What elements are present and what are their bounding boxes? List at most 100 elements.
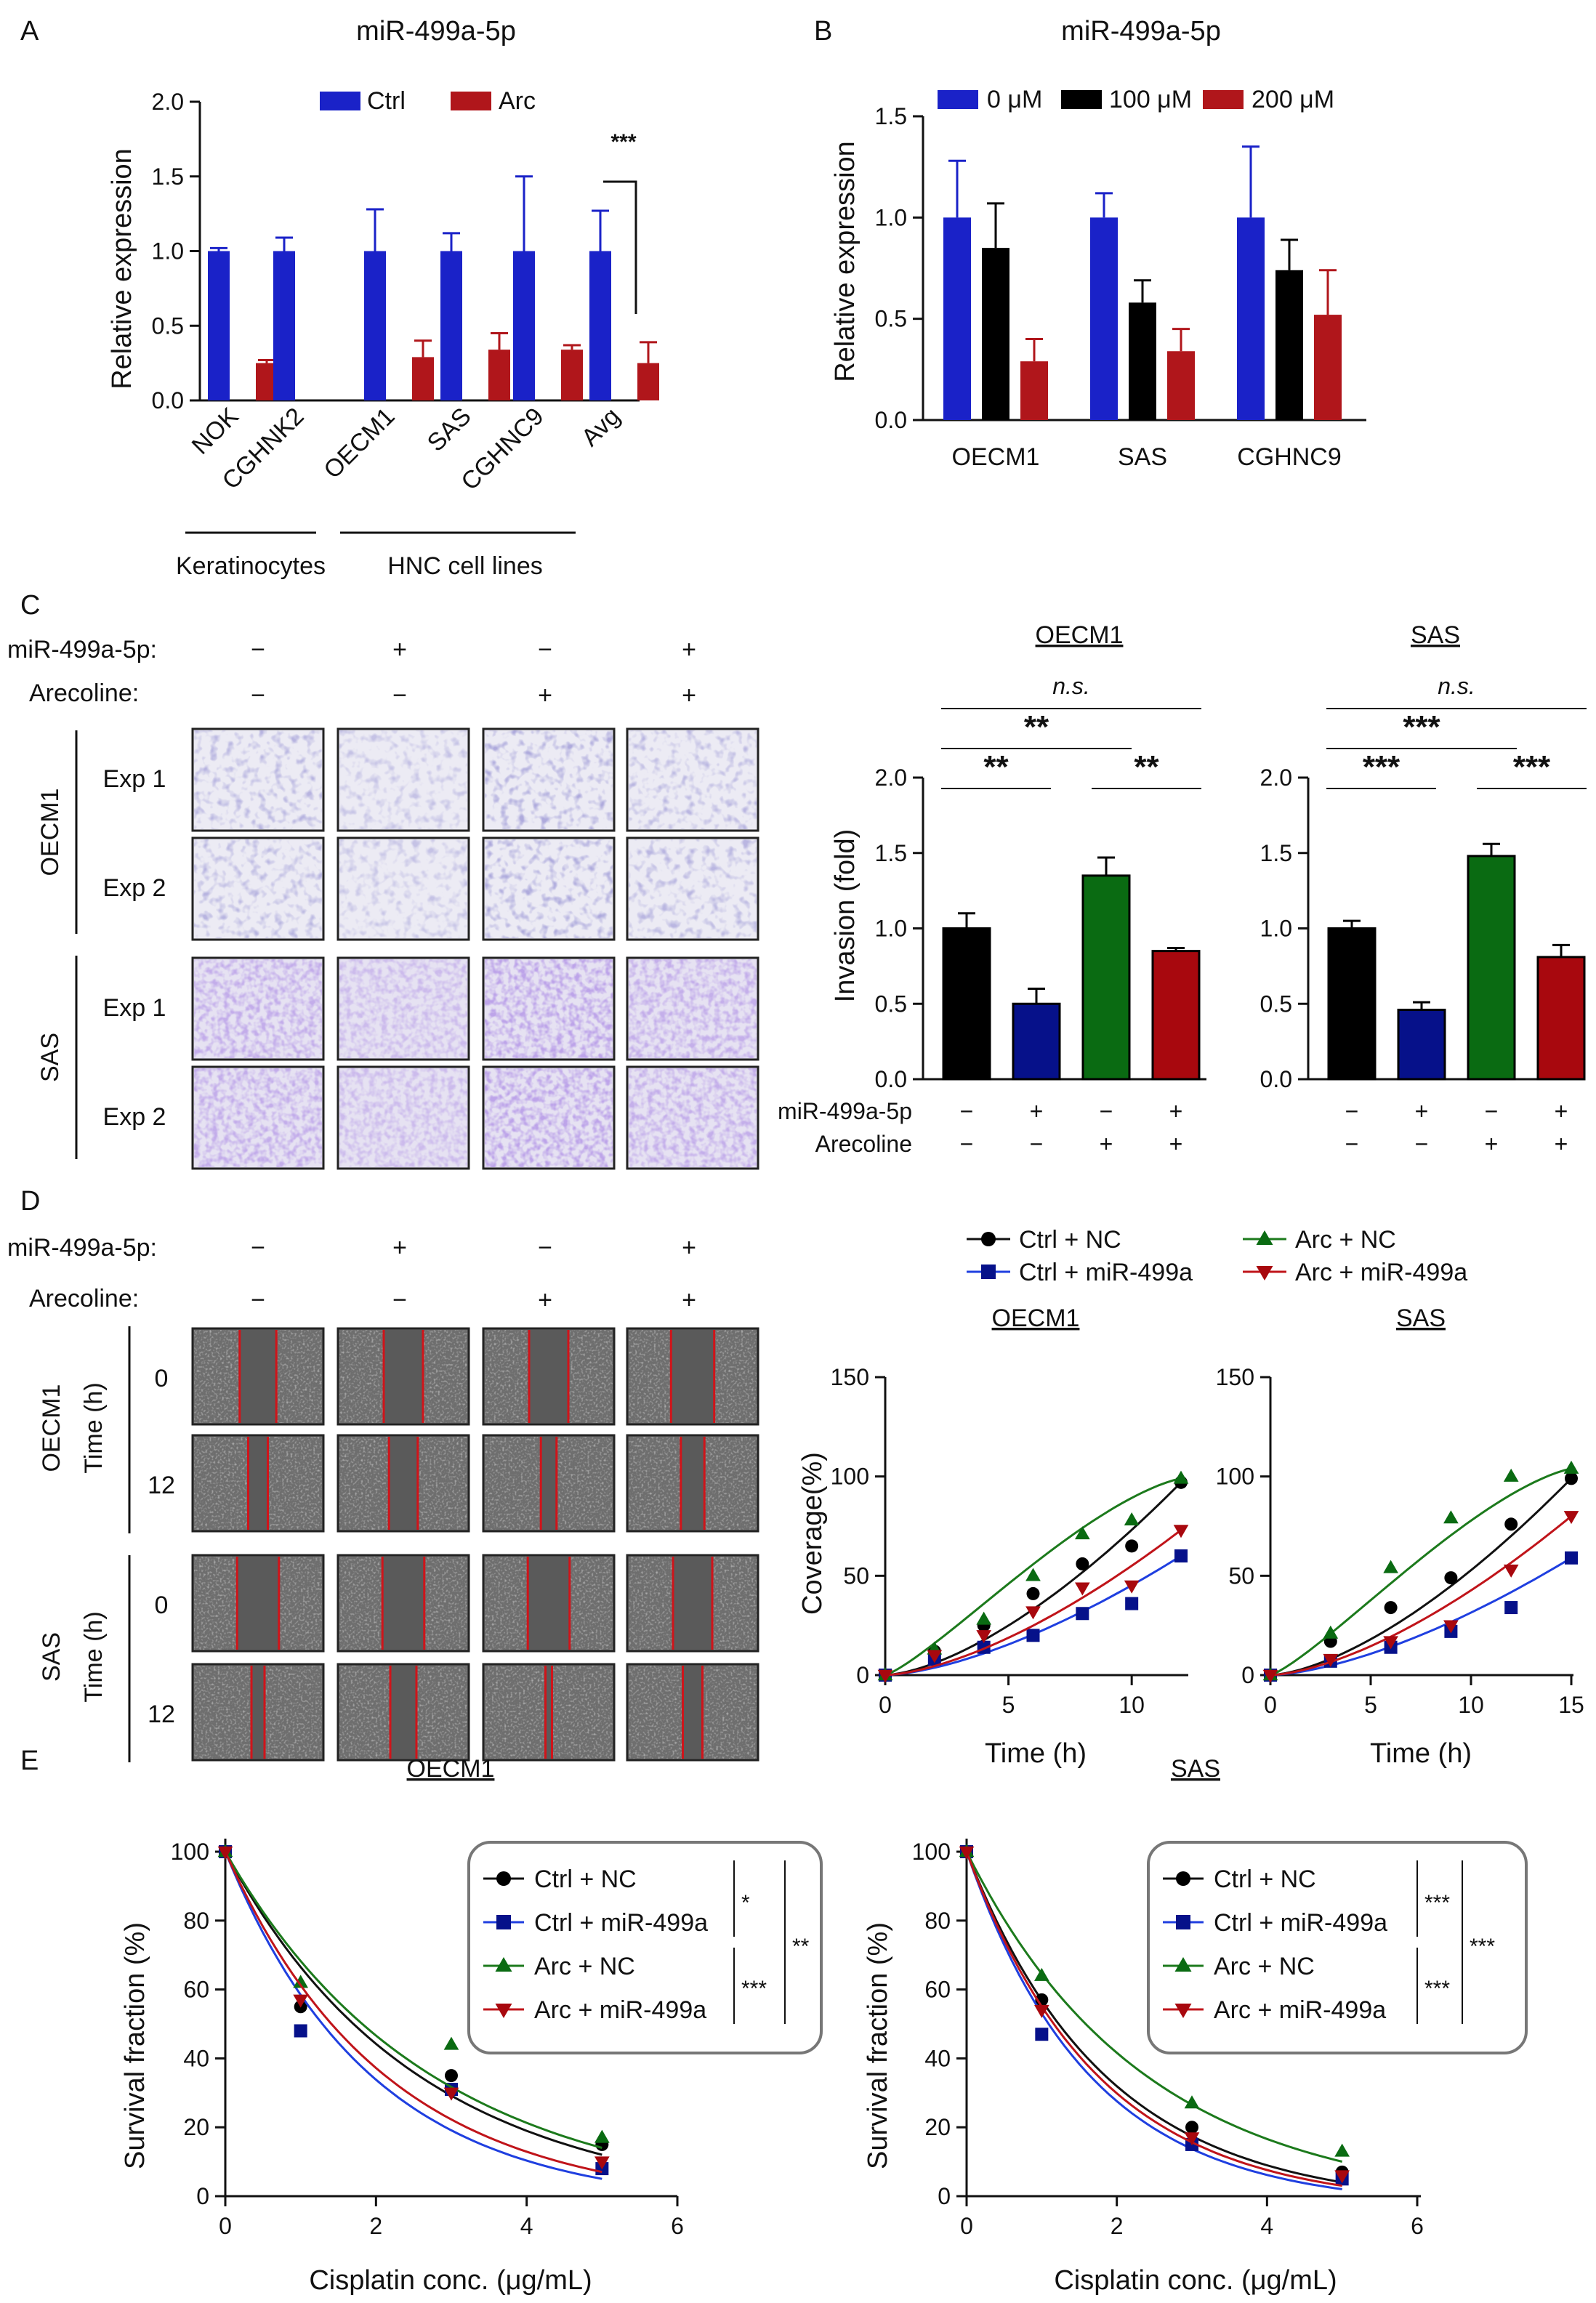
group-label-keratinocytes: Keratinocytes	[176, 552, 326, 580]
chart-a-xtick-label: SAS	[422, 403, 477, 457]
d1-series-point	[1026, 1586, 1040, 1600]
chart-b-xtick-label: CGHNC9	[1237, 443, 1342, 471]
wound-image	[482, 1554, 616, 1653]
panel-label-d: D	[20, 1186, 40, 1217]
e1-xtick-label: 4	[520, 2213, 533, 2239]
wound-gap	[390, 1666, 416, 1759]
e1-legend-label: Ctrl + NC	[534, 1866, 637, 1893]
d-row-label: 0	[155, 1592, 169, 1619]
invasion-image	[626, 1065, 759, 1170]
chart-b-xtick-label: OECM1	[952, 443, 1040, 471]
invasion-image-cells	[629, 839, 757, 938]
wound-gap	[237, 1557, 279, 1650]
e1-data-point	[443, 2087, 459, 2101]
e2-fit-curve	[965, 1851, 1343, 2163]
e2-ytick-label: 80	[924, 1908, 951, 1934]
d1-xtick-label: 10	[1119, 1692, 1145, 1718]
c1-arc-sign: +	[1169, 1131, 1183, 1157]
d1-ytick-label: 100	[831, 1464, 869, 1490]
wound-gap	[382, 1557, 424, 1650]
d-row-label: 12	[148, 1472, 175, 1499]
c-header-arc-sign: −	[251, 682, 265, 709]
chart-b: miR-499a-5p Relative expression 0.0 0.5 1.…	[830, 16, 1366, 471]
c-header-mir-sign: +	[682, 636, 696, 664]
e1-sig-label: **	[792, 1935, 810, 1959]
c2-arc-sign: +	[1555, 1131, 1568, 1157]
e2-data-point	[1334, 2170, 1350, 2184]
chart-b-ytick-label: 0.5	[875, 306, 907, 332]
invasion-image-grid: miR-499a-5p: Arecoline: − − + − − + + + OECM1 S…	[7, 636, 759, 1170]
c2-ytick-label: 1.0	[1260, 916, 1292, 942]
chart-a: miR-499a-5p Relative expression 0.0 0.5 1.…	[107, 16, 659, 580]
legend-d-label: Arc + NC	[1295, 1226, 1396, 1254]
d-header-mir-sign: +	[392, 1234, 407, 1262]
d2-series-point	[1504, 1601, 1518, 1615]
invasion-image	[336, 1065, 470, 1170]
bar-b-series-0	[943, 217, 971, 420]
c-header-mir-sign: −	[538, 636, 552, 664]
e2-sig-label: ***	[1424, 1891, 1450, 1915]
legend-label-arc: Arc	[499, 87, 536, 115]
chart-e1-ylabel: Survival fraction (%)	[120, 1922, 150, 2169]
invasion-image-cells	[194, 730, 322, 829]
d2-series-point	[1503, 1564, 1519, 1578]
e1-ytick-label: 40	[183, 2045, 209, 2071]
bar-b-series-0	[1237, 217, 1265, 420]
chart-a-ytick-label: 0.0	[152, 387, 184, 414]
legend-d-marker	[1256, 1230, 1273, 1245]
wound-gap	[251, 1666, 265, 1759]
d2-series-line	[1270, 1477, 1573, 1677]
wound-image	[191, 1327, 325, 1426]
d-header-arc-sign: −	[392, 1286, 407, 1314]
c1-bar	[1151, 950, 1201, 1081]
bar-a-arc	[561, 350, 583, 400]
wound-gap	[671, 1330, 714, 1423]
invasion-image-cells	[339, 959, 467, 1058]
wound-image	[336, 1663, 470, 1762]
e2-legend-marker	[1176, 1871, 1190, 1886]
wound-image	[191, 1663, 325, 1762]
wound-image	[191, 1434, 325, 1533]
c1-arc-sign: −	[960, 1131, 974, 1157]
c2-ytick-label: 0.5	[1260, 991, 1292, 1017]
e2-xtick-label: 2	[1111, 2213, 1124, 2239]
invasion-image-cells	[339, 1068, 467, 1167]
d2-series-point	[1565, 1551, 1578, 1565]
bar-a-ctrl	[440, 251, 462, 400]
c2-sig-right: ***	[1513, 749, 1551, 785]
chart-a-ylabel: Relative expression	[107, 148, 137, 390]
e1-ytick-label: 20	[183, 2114, 209, 2140]
e2-data-point	[1033, 2004, 1049, 2018]
e1-fit-curve	[224, 1851, 602, 2174]
d2-series-point	[1565, 1472, 1578, 1485]
invasion-image-cells	[629, 730, 757, 829]
invasion-image	[336, 727, 470, 832]
c2-arc-sign: −	[1415, 1131, 1429, 1157]
invasion-image-cells	[194, 1068, 322, 1167]
d1-xtick-label: 0	[879, 1692, 892, 1718]
c1-row-mir: miR-499a-5p	[778, 1098, 912, 1124]
legend-swatch-arc	[451, 92, 491, 110]
wound-gap	[239, 1330, 277, 1423]
e1-data-point	[443, 2036, 459, 2050]
d2-series-point	[1503, 1468, 1519, 1482]
chart-d-sas: SAS 0 50 100 150 0 5 10 15 Time (h)	[1216, 1304, 1584, 1769]
chart-a-xtick-label: NOK	[187, 403, 244, 460]
wound-gap	[673, 1557, 712, 1650]
chart-c1-title: OECM1	[1036, 621, 1124, 649]
c2-mir-sign: +	[1555, 1098, 1568, 1124]
d1-series-point	[1124, 1512, 1140, 1525]
e1-ytick-label: 100	[171, 1839, 209, 1865]
d2-series-point	[1443, 1620, 1459, 1634]
d2-series-point	[1323, 1653, 1339, 1667]
c1-row-arc: Arecoline	[815, 1131, 912, 1157]
d-header-arc-sign: −	[251, 1286, 265, 1314]
d1-ytick-label: 0	[856, 1662, 869, 1688]
d1-series-point	[1076, 1557, 1089, 1570]
d-row-label: 0	[155, 1365, 169, 1392]
legend-d-marker	[981, 1265, 996, 1279]
e1-xtick-label: 0	[219, 2213, 232, 2239]
legend-d-label: Ctrl + NC	[1019, 1226, 1121, 1254]
chart-c-sas: SAS 0.00.51.01.52.0 n.s.****** *** −−+−−+…	[1260, 621, 1587, 1157]
chart-d-legend: Ctrl + NC Ctrl + miR-499a Arc + NC Arc + mi…	[967, 1226, 1467, 1286]
